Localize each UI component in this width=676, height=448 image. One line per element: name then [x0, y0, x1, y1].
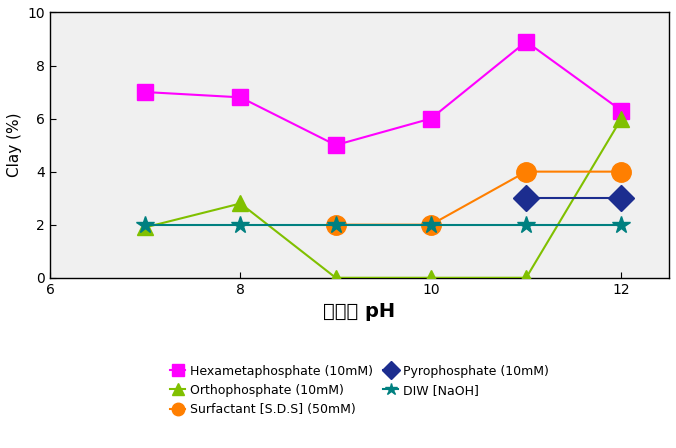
DIW [NaOH]	[427, 222, 435, 228]
Orthophosphate (10mM)	[617, 116, 625, 121]
Surfactant [S.D.S] (50mM)	[427, 222, 435, 228]
Line: Surfactant [S.D.S] (50mM): Surfactant [S.D.S] (50mM)	[326, 162, 631, 234]
Hexametaphosphate (10mM)	[332, 142, 340, 148]
X-axis label: 분산제 pH: 분산제 pH	[323, 302, 395, 321]
Orthophosphate (10mM)	[332, 275, 340, 280]
Pyrophosphate (10mM)	[617, 195, 625, 201]
DIW [NaOH]	[237, 222, 245, 228]
Hexametaphosphate (10mM)	[522, 39, 530, 44]
Line: Hexametaphosphate (10mM): Hexametaphosphate (10mM)	[137, 33, 630, 153]
DIW [NaOH]	[332, 222, 340, 228]
Orthophosphate (10mM)	[237, 201, 245, 206]
DIW [NaOH]	[617, 222, 625, 228]
Line: DIW [NaOH]: DIW [NaOH]	[136, 215, 631, 234]
Hexametaphosphate (10mM)	[237, 95, 245, 100]
Surfactant [S.D.S] (50mM)	[617, 169, 625, 174]
Hexametaphosphate (10mM)	[427, 116, 435, 121]
Legend: Hexametaphosphate (10mM), Orthophosphate (10mM), Surfactant [S.D.S] (50mM), Pyro: Hexametaphosphate (10mM), Orthophosphate…	[164, 358, 555, 422]
Y-axis label: Clay (%): Clay (%)	[7, 113, 22, 177]
Pyrophosphate (10mM)	[522, 195, 530, 201]
Orthophosphate (10mM)	[522, 275, 530, 280]
Surfactant [S.D.S] (50mM)	[522, 169, 530, 174]
Orthophosphate (10mM)	[141, 224, 149, 230]
Orthophosphate (10mM)	[427, 275, 435, 280]
DIW [NaOH]	[141, 222, 149, 228]
Line: Pyrophosphate (10mM): Pyrophosphate (10mM)	[517, 189, 631, 207]
Surfactant [S.D.S] (50mM)	[332, 222, 340, 228]
Line: Orthophosphate (10mM): Orthophosphate (10mM)	[137, 110, 630, 286]
Hexametaphosphate (10mM)	[141, 89, 149, 95]
DIW [NaOH]	[522, 222, 530, 228]
Hexametaphosphate (10mM)	[617, 108, 625, 113]
